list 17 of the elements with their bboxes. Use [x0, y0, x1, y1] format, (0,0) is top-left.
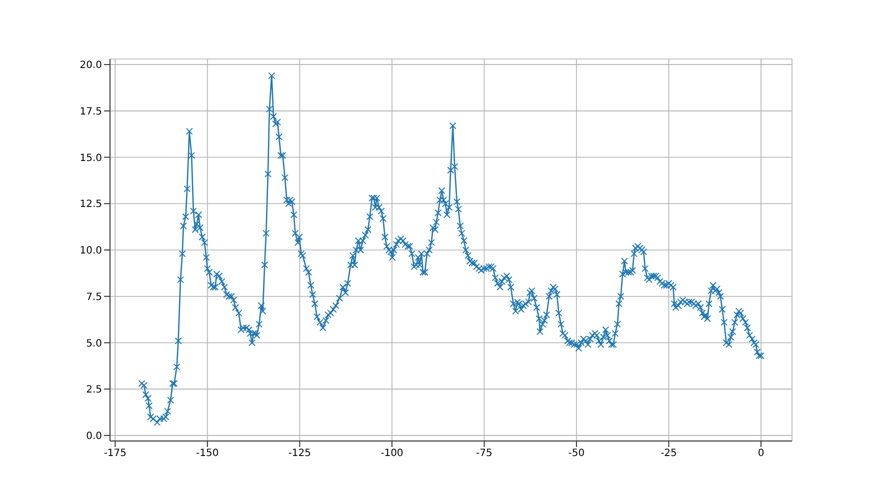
y-tick-label: 5.0 — [86, 338, 102, 350]
y-tick-label: 12.5 — [80, 199, 102, 210]
y-tick-label: 0.0 — [86, 430, 102, 442]
x-tick-label: -175 — [104, 448, 127, 460]
x-tick-label: -150 — [196, 448, 219, 460]
y-tick-label: 15.0 — [80, 152, 102, 164]
y-tick-label: 17.5 — [80, 106, 102, 118]
y-tick-label: 20.0 — [80, 60, 102, 72]
x-tick-label: -75 — [476, 448, 492, 460]
y-tick-label: 2.5 — [86, 384, 102, 396]
x-tick-label: -100 — [380, 448, 404, 460]
x-tick-label: -125 — [288, 448, 312, 460]
y-tick-label: 7.5 — [86, 292, 102, 303]
y-tick-label: 10.0 — [80, 246, 102, 257]
x-tick-label: -25 — [660, 448, 677, 460]
x-tick-label: 0 — [758, 448, 764, 460]
x-tick-label: -50 — [568, 448, 585, 460]
